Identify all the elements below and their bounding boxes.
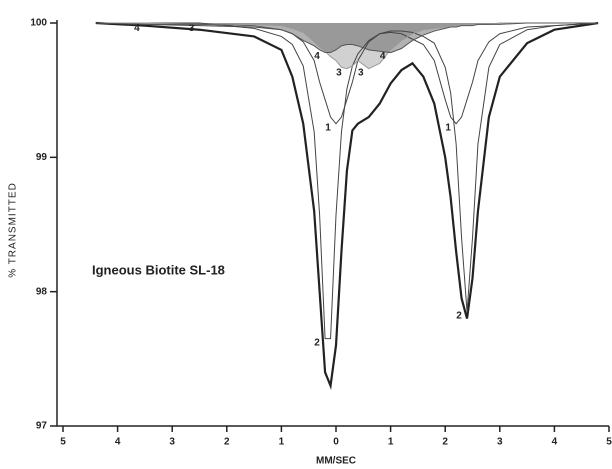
component-label: 3 — [358, 67, 364, 78]
spectrum-line — [95, 21, 599, 390]
x-tick-label: 2 — [442, 437, 448, 448]
component-label: 2 — [456, 310, 462, 321]
component-label: 3 — [189, 23, 195, 34]
y-tick-label: 100 — [30, 18, 47, 29]
component-label: 1 — [445, 122, 451, 133]
component-area — [95, 23, 599, 53]
component-label: 2 — [314, 337, 320, 348]
component-curve — [95, 22, 599, 54]
x-tick-label: 4 — [552, 437, 558, 448]
component-curve — [95, 22, 599, 340]
x-tick-label: 0 — [333, 437, 339, 448]
y-tick-label: 99 — [36, 152, 48, 163]
x-tick-label: 4 — [115, 437, 121, 448]
x-tick-label: 2 — [224, 437, 230, 448]
x-tick-label: 1 — [279, 437, 285, 448]
component-label: 4 — [134, 23, 140, 34]
x-tick-label: 3 — [497, 437, 503, 448]
y-tick-label: 97 — [36, 421, 48, 432]
component-label: 4 — [380, 51, 386, 62]
component-label: 1 — [325, 122, 331, 133]
x-tick-label: 3 — [169, 437, 175, 448]
y-axis-label: % TRANSMITTED — [8, 182, 19, 278]
component-area — [95, 23, 599, 69]
x-axis-label: MM/SEC — [316, 456, 356, 467]
y-tick-label: 98 — [36, 286, 48, 297]
x-tick-label: 5 — [606, 437, 612, 448]
component-curve — [95, 22, 599, 70]
x-tick-label: 1 — [388, 437, 394, 448]
x-tick-label: 5 — [60, 437, 66, 448]
component-label: 3 — [336, 67, 342, 78]
component-label: 4 — [314, 51, 320, 62]
annotation: Igneous Biotite SL-18 — [92, 262, 225, 277]
